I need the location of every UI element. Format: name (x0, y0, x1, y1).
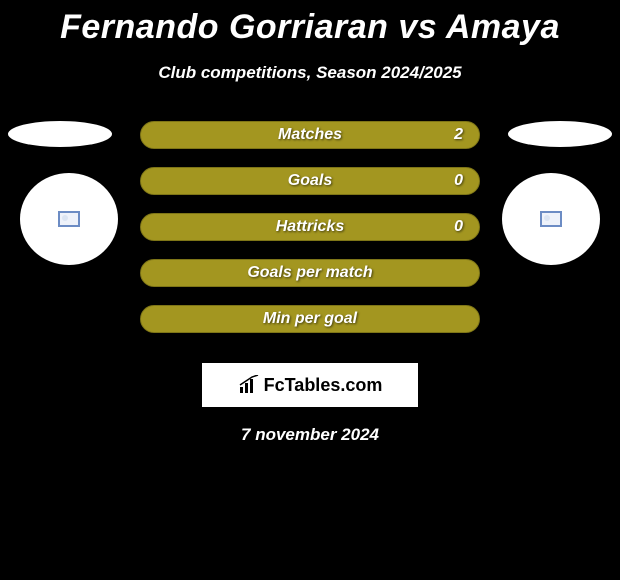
stat-label: Goals per match (247, 264, 372, 282)
image-placeholder-icon (540, 211, 562, 227)
right-shadow-ellipse (508, 121, 612, 147)
stat-value-right: 0 (454, 218, 463, 236)
stat-label: Hattricks (276, 218, 344, 236)
left-player-badge (20, 173, 118, 265)
stat-value-right: 2 (454, 126, 463, 144)
stat-row: Hattricks 0 (140, 213, 480, 241)
stat-row: Matches 2 (140, 121, 480, 149)
image-placeholder-icon (58, 211, 80, 227)
page-title: Fernando Gorriaran vs Amaya (0, 0, 620, 47)
comparison-area: Matches 2 Goals 0 Hattricks 0 Goals per match M… (0, 121, 620, 361)
stat-rows: Matches 2 Goals 0 Hattricks 0 Goals per match M… (140, 121, 480, 351)
comparison-container: Fernando Gorriaran vs Amaya Club competi… (0, 0, 620, 445)
brand-chart-icon (238, 375, 260, 395)
stat-label: Min per goal (263, 310, 357, 328)
date-text: 7 november 2024 (0, 425, 620, 445)
page-subtitle: Club competitions, Season 2024/2025 (0, 63, 620, 83)
stat-value-right: 0 (454, 172, 463, 190)
stat-label: Matches (278, 126, 342, 144)
stat-row: Goals per match (140, 259, 480, 287)
right-player-badge (502, 173, 600, 265)
left-shadow-ellipse (8, 121, 112, 147)
stat-label: Goals (288, 172, 332, 190)
stat-row: Goals 0 (140, 167, 480, 195)
brand-text: FcTables.com (264, 375, 383, 396)
brand-box: FcTables.com (202, 363, 418, 407)
stat-row: Min per goal (140, 305, 480, 333)
